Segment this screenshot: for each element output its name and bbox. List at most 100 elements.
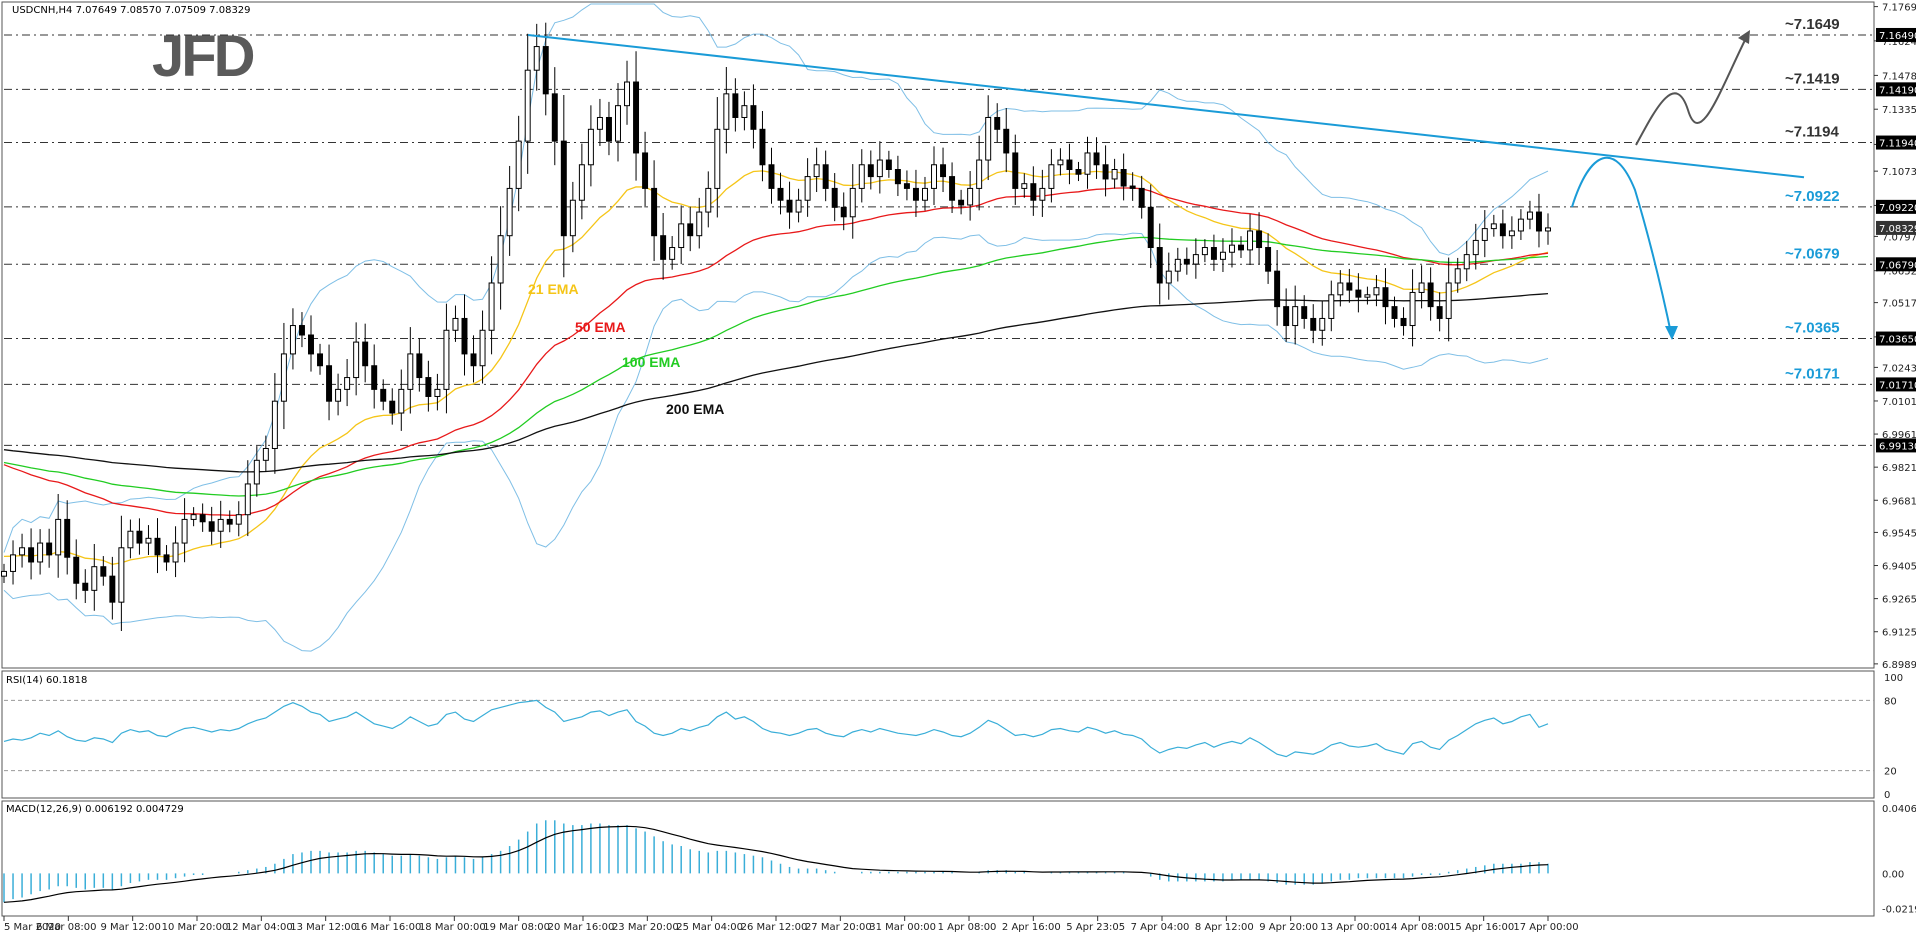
candle xyxy=(940,147,947,193)
candle-body xyxy=(741,105,748,118)
candle xyxy=(605,101,612,156)
level-price-box xyxy=(1876,199,1916,214)
candle xyxy=(443,303,450,414)
time-tick-label: 13 Mar 12:00 xyxy=(290,922,357,933)
candle xyxy=(849,164,856,239)
candle-body xyxy=(1526,211,1533,220)
candle-body xyxy=(940,164,947,178)
candle-body xyxy=(1066,159,1073,171)
candle-body xyxy=(714,128,721,189)
candle xyxy=(1373,275,1380,307)
candle xyxy=(335,373,342,416)
candle-body xyxy=(1084,152,1091,175)
candle xyxy=(172,526,179,578)
candle xyxy=(380,379,387,411)
candle xyxy=(298,312,305,348)
candle-body xyxy=(894,169,901,185)
candle-body xyxy=(1238,244,1244,251)
candle xyxy=(1463,240,1470,282)
candle xyxy=(813,147,820,193)
candle-body xyxy=(596,116,603,130)
candle-body xyxy=(569,199,576,237)
candle-body xyxy=(1373,287,1380,296)
candle-body xyxy=(380,388,387,402)
candle-body xyxy=(1228,244,1235,253)
candle xyxy=(1138,175,1145,219)
candle-body xyxy=(1210,247,1217,260)
main-chart-title: USDCNH,H4 7.07649 7.08570 7.07509 7.0832… xyxy=(12,5,251,16)
time-tick-label: 1 Apr 08:00 xyxy=(938,922,997,933)
candle-body xyxy=(885,159,892,171)
candle-body xyxy=(244,483,251,516)
candle-body xyxy=(443,329,450,390)
candle xyxy=(1508,216,1515,249)
candle-body xyxy=(1346,282,1353,291)
candle xyxy=(127,519,134,559)
candle xyxy=(894,155,901,197)
candle-body xyxy=(949,176,956,201)
candle-body xyxy=(985,116,992,161)
candle-body xyxy=(524,69,531,142)
candle-body xyxy=(1463,254,1470,270)
candle xyxy=(1409,269,1416,347)
candle-body xyxy=(100,566,107,577)
candle-body xyxy=(46,542,53,556)
candle xyxy=(199,503,206,532)
candle xyxy=(958,189,965,215)
candle xyxy=(876,141,883,194)
candle xyxy=(1526,200,1533,230)
rsi-title: RSI(14) 60.1818 xyxy=(6,675,87,686)
candle xyxy=(452,305,459,342)
candle-body xyxy=(515,140,522,189)
candle-body xyxy=(1265,247,1272,272)
price-tick-label: 7.06520 xyxy=(1882,267,1916,278)
candle xyxy=(1120,153,1127,201)
candle xyxy=(1093,137,1100,179)
level-price-box xyxy=(1876,82,1916,97)
level-lines xyxy=(4,34,1874,446)
candle xyxy=(1346,268,1353,303)
candle xyxy=(1021,173,1028,198)
candle xyxy=(1256,212,1263,265)
candle-body xyxy=(912,187,919,201)
candle-body xyxy=(326,365,333,402)
candle-body xyxy=(994,116,1001,130)
time-tick-label: 2 Apr 16:00 xyxy=(1002,922,1061,933)
candle xyxy=(786,181,793,229)
candle-body xyxy=(1490,223,1497,230)
level-price-box xyxy=(1876,27,1916,42)
candle xyxy=(506,165,513,256)
candle xyxy=(867,150,874,190)
candle xyxy=(181,498,188,563)
level-price-box-label: 7.09220 xyxy=(1879,203,1916,214)
macd-tick-label: 0.040699 xyxy=(1882,804,1916,815)
candle-body xyxy=(1427,282,1434,308)
trendline-group xyxy=(527,30,1805,340)
candle-body xyxy=(967,187,974,206)
candle xyxy=(1057,148,1064,176)
time-tick-label: 17 Apr 00:00 xyxy=(1513,922,1578,933)
candle xyxy=(1292,285,1299,345)
candle xyxy=(542,22,549,116)
candle-body xyxy=(1301,306,1308,319)
candle xyxy=(1310,304,1317,344)
bollinger-lower-line xyxy=(3,232,1549,652)
candle xyxy=(1247,214,1254,265)
candle-body xyxy=(308,334,314,355)
candle-body xyxy=(795,199,802,213)
ema-200-line xyxy=(3,292,1549,473)
time-tick-label: 6 Mar 08:00 xyxy=(36,922,96,933)
time-tick-label: 9 Apr 20:00 xyxy=(1259,922,1318,933)
candle xyxy=(371,344,378,409)
candle xyxy=(1183,247,1190,275)
candle xyxy=(190,507,197,527)
candle-body xyxy=(371,365,378,390)
level-price-box-label: 7.14190 xyxy=(1879,85,1916,96)
candle-body xyxy=(831,187,838,208)
candle xyxy=(931,146,937,206)
candle xyxy=(885,150,892,178)
candle xyxy=(624,60,631,125)
candle-body xyxy=(849,187,856,218)
candle-body xyxy=(1156,247,1163,284)
